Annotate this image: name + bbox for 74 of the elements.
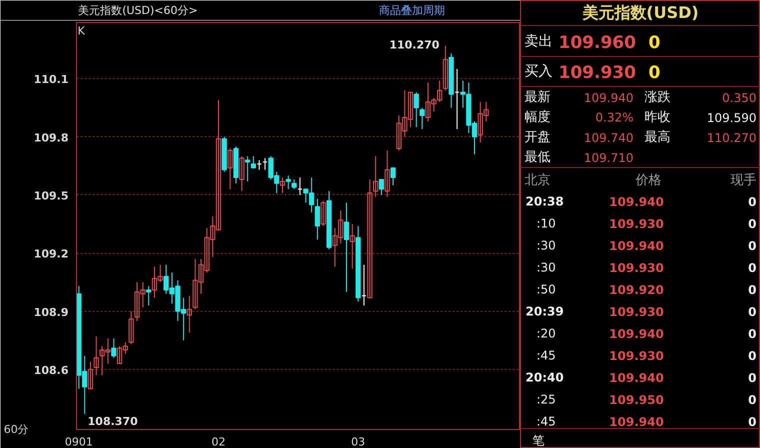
text: 最高 (644, 129, 670, 145)
x-tick-label: 03 (351, 436, 366, 448)
text: 北京 (524, 173, 550, 188)
text: 现手 (730, 173, 756, 188)
text: 110.270 (706, 131, 756, 145)
text: 涨跌 (644, 90, 670, 105)
text: 0 (648, 63, 660, 83)
text: 109.940 (584, 91, 634, 105)
text: 109.940 (609, 371, 664, 385)
text: 0 (748, 195, 757, 209)
text: 109.960 (558, 33, 636, 53)
text: :45 (536, 414, 556, 428)
text: 0 (748, 217, 757, 231)
text: 109.940 (609, 239, 664, 253)
text: 20:39 (526, 304, 564, 318)
text: 20:40 (526, 370, 564, 384)
text: 109.950 (609, 393, 664, 407)
text: 60分 (4, 423, 29, 436)
text: :10 (536, 216, 556, 230)
y-tick-label: 108.6 (34, 364, 69, 377)
y-tick-label: 109.2 (34, 248, 69, 261)
x-tick-label: 02 (211, 436, 226, 448)
text: 109.590 (706, 111, 756, 125)
annotation: K (78, 24, 86, 38)
chart-title: 美元指数(USD)<60分> (78, 4, 198, 17)
text: 价格 (634, 173, 662, 188)
text: 109.940 (609, 327, 664, 341)
text: 美元指数(USD) (581, 3, 699, 22)
text: 商品叠加 (378, 4, 423, 17)
text: 109.710 (584, 151, 634, 165)
text: 0.32% (595, 110, 634, 124)
text: 0 (748, 327, 757, 341)
annotation: 108.370 (88, 414, 138, 428)
text: 0 (748, 415, 757, 429)
text: 最低 (524, 150, 550, 165)
text: 109.940 (609, 195, 664, 209)
text: 0.350 (722, 91, 757, 105)
text: 109.930 (609, 349, 664, 363)
text: 昨收 (644, 110, 670, 125)
y-tick-label: 109.5 (34, 189, 69, 202)
text: 0 (748, 283, 757, 297)
x-tick-label: 0901 (64, 436, 93, 448)
text: 笔 (532, 434, 544, 448)
text: 109.930 (558, 63, 636, 83)
text: :45 (536, 348, 556, 362)
text: 109.930 (609, 305, 664, 319)
text: 买入 (524, 64, 552, 80)
text: 109.930 (609, 261, 664, 275)
text: :50 (536, 282, 556, 296)
text: 0 (748, 349, 757, 363)
y-tick-label: 109.8 (34, 131, 69, 144)
text: 最新 (524, 90, 550, 105)
text: 109.740 (584, 131, 634, 145)
text: 0 (748, 393, 757, 407)
text: 0 (748, 371, 757, 385)
text: 109.930 (609, 217, 664, 231)
annotation: 110.270 (389, 38, 440, 52)
text: :30 (536, 238, 556, 252)
text: 0 (748, 305, 757, 319)
text: 109.940 (609, 415, 664, 429)
text: 20:38 (526, 194, 564, 208)
text: 周期 (423, 4, 446, 17)
text: 0 (648, 33, 660, 53)
text: 0 (748, 239, 757, 253)
text: :30 (536, 260, 556, 274)
text: 卖出 (524, 34, 552, 50)
text: 109.920 (609, 283, 664, 297)
text: :25 (536, 392, 556, 406)
text: 开盘 (524, 130, 550, 145)
text: 幅度 (524, 109, 550, 125)
y-tick-label: 110.1 (34, 73, 69, 86)
text: 0 (748, 261, 757, 275)
text: :20 (536, 326, 556, 340)
y-tick-label: 108.9 (34, 306, 69, 319)
